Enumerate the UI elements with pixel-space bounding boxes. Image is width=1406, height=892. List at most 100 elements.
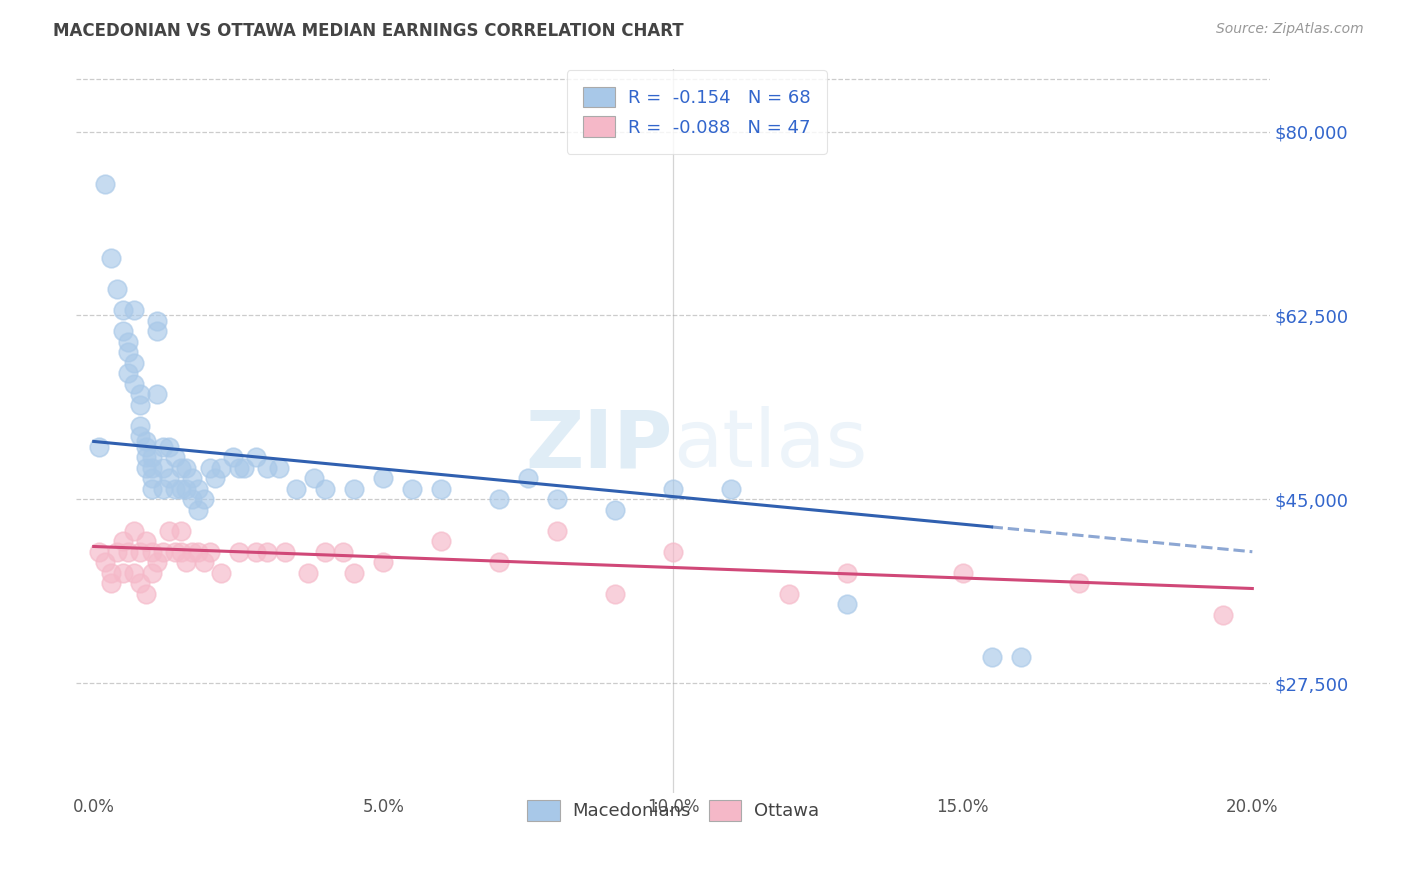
- Point: [135, 460, 157, 475]
- Point: [122, 303, 145, 318]
- Point: [89, 440, 111, 454]
- Point: [89, 545, 111, 559]
- Point: [105, 545, 128, 559]
- Point: [603, 587, 626, 601]
- Point: [546, 524, 568, 538]
- Point: [94, 555, 117, 569]
- Point: [100, 566, 122, 580]
- Point: [373, 555, 395, 569]
- Point: [314, 482, 336, 496]
- Point: [141, 450, 163, 465]
- Point: [111, 534, 134, 549]
- Point: [430, 534, 453, 549]
- Point: [169, 482, 191, 496]
- Point: [187, 482, 209, 496]
- Point: [141, 460, 163, 475]
- Point: [157, 471, 180, 485]
- Point: [141, 566, 163, 580]
- Point: [274, 545, 297, 559]
- Point: [157, 524, 180, 538]
- Point: [778, 587, 800, 601]
- Point: [517, 471, 540, 485]
- Point: [146, 313, 169, 327]
- Point: [152, 440, 174, 454]
- Point: [952, 566, 974, 580]
- Point: [187, 545, 209, 559]
- Text: atlas: atlas: [673, 407, 868, 484]
- Point: [285, 482, 308, 496]
- Point: [204, 471, 226, 485]
- Point: [169, 524, 191, 538]
- Point: [163, 450, 186, 465]
- Point: [193, 492, 215, 507]
- Point: [720, 482, 742, 496]
- Point: [343, 482, 366, 496]
- Point: [117, 345, 139, 359]
- Point: [430, 482, 453, 496]
- Point: [193, 555, 215, 569]
- Text: MACEDONIAN VS OTTAWA MEDIAN EARNINGS CORRELATION CHART: MACEDONIAN VS OTTAWA MEDIAN EARNINGS COR…: [53, 22, 685, 40]
- Point: [169, 460, 191, 475]
- Point: [245, 450, 267, 465]
- Text: ZIP: ZIP: [526, 407, 673, 484]
- Point: [228, 460, 250, 475]
- Point: [135, 534, 157, 549]
- Point: [122, 376, 145, 391]
- Point: [141, 471, 163, 485]
- Point: [603, 502, 626, 516]
- Point: [835, 566, 858, 580]
- Point: [233, 460, 256, 475]
- Point: [141, 482, 163, 496]
- Text: Source: ZipAtlas.com: Source: ZipAtlas.com: [1216, 22, 1364, 37]
- Point: [146, 324, 169, 338]
- Point: [135, 440, 157, 454]
- Point: [209, 566, 232, 580]
- Point: [181, 545, 204, 559]
- Point: [129, 387, 152, 401]
- Point: [256, 460, 278, 475]
- Point: [228, 545, 250, 559]
- Point: [152, 545, 174, 559]
- Point: [198, 545, 221, 559]
- Point: [835, 597, 858, 611]
- Point: [146, 387, 169, 401]
- Point: [302, 471, 325, 485]
- Point: [117, 334, 139, 349]
- Point: [267, 460, 290, 475]
- Point: [245, 545, 267, 559]
- Point: [332, 545, 354, 559]
- Point: [135, 450, 157, 465]
- Point: [105, 282, 128, 296]
- Point: [256, 545, 278, 559]
- Point: [181, 471, 204, 485]
- Point: [488, 555, 510, 569]
- Point: [662, 545, 685, 559]
- Point: [129, 429, 152, 443]
- Point: [1212, 607, 1234, 622]
- Point: [122, 566, 145, 580]
- Point: [187, 502, 209, 516]
- Point: [1067, 576, 1090, 591]
- Point: [111, 303, 134, 318]
- Point: [181, 492, 204, 507]
- Point: [176, 460, 198, 475]
- Point: [117, 366, 139, 380]
- Point: [198, 460, 221, 475]
- Point: [662, 482, 685, 496]
- Point: [163, 482, 186, 496]
- Point: [297, 566, 319, 580]
- Point: [169, 545, 191, 559]
- Point: [135, 434, 157, 449]
- Point: [152, 460, 174, 475]
- Point: [94, 177, 117, 191]
- Point: [176, 482, 198, 496]
- Point: [111, 566, 134, 580]
- Point: [222, 450, 245, 465]
- Point: [401, 482, 423, 496]
- Point: [488, 492, 510, 507]
- Point: [980, 649, 1002, 664]
- Point: [152, 482, 174, 496]
- Point: [546, 492, 568, 507]
- Legend: Macedonians, Ottawa: Macedonians, Ottawa: [513, 785, 834, 835]
- Point: [129, 576, 152, 591]
